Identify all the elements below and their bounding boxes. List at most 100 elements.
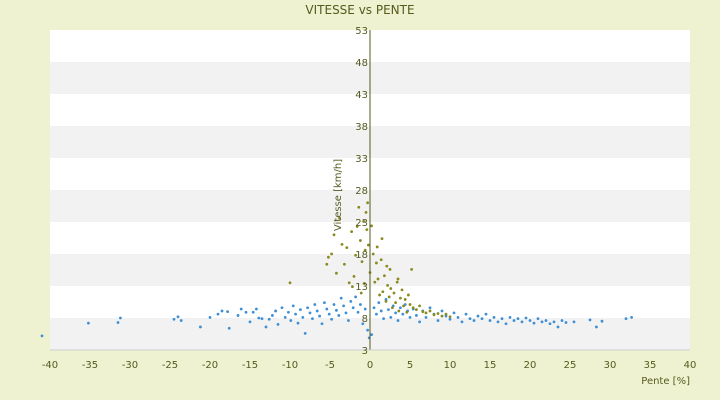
x-tick-label: -10 [282,360,298,371]
series-1-point [345,246,349,250]
x-tick-label: 15 [484,360,497,371]
series-0-point [520,320,524,324]
series-0-point [294,312,297,316]
series-0-point [552,320,556,324]
series-0-point [179,319,183,322]
series-1-point [392,291,396,295]
series-0-point [444,314,448,318]
series-0-point [239,307,243,311]
series-0-point [220,309,224,313]
series-0-point [375,312,378,316]
series-0-point [440,309,444,313]
series-0-point [548,322,552,326]
x-tick-label: -30 [122,360,138,371]
series-1-point [381,290,385,294]
series-1-point [325,262,329,266]
series-0-point [332,303,336,306]
series-0-point [347,319,350,322]
series-1-point [335,271,338,275]
x-tick-label: 0 [367,360,373,371]
series-0-point [540,320,544,324]
y-tick-label: 8 [362,314,368,325]
series-1-point [362,219,365,223]
series-0-point [227,326,231,330]
y-tick-label: 43 [355,90,368,101]
series-0-point [468,317,472,321]
series-1-point [347,281,351,285]
series-0-point [508,315,512,319]
series-1-point [397,309,401,313]
series-1-point [408,303,412,306]
series-0-point [244,310,248,314]
series-1-point [380,237,384,241]
series-1-point [364,211,368,214]
series-0-point [176,315,180,319]
series-0-point [199,325,202,329]
series-1-point [389,287,393,290]
series-1-point [385,264,389,268]
series-1-point [383,274,386,278]
x-tick-label: -35 [82,360,98,371]
series-0-point [528,319,532,322]
series-1-point [405,310,409,314]
series-1-point [338,216,341,220]
series-0-point [372,306,376,310]
series-0-point [318,314,321,318]
series-1-point [436,312,440,315]
series-1-point [387,295,391,299]
x-tick-label: -20 [202,360,218,371]
series-0-point [271,314,274,317]
series-0-point [512,319,516,322]
series-0-point [251,310,255,314]
series-0-point [323,301,326,305]
series-1-point [365,228,369,232]
series-0-point [280,306,284,310]
series-0-point [389,315,393,319]
series-0-point [464,312,468,316]
series-0-point [588,318,592,322]
series-1-point [395,280,399,284]
series-0-point [40,334,44,338]
series-0-point [315,309,319,313]
series-0-point [401,312,405,316]
series-0-point [370,333,373,337]
series-0-point [172,317,176,321]
x-tick-label: -25 [162,360,178,371]
series-0-point [630,315,633,319]
series-0-point [424,315,428,319]
series-1-point [363,282,366,285]
series-1-point [418,304,421,308]
x-tick-label: 10 [444,360,457,371]
y-tick-label: 48 [355,58,368,69]
series-1-point [330,252,333,256]
series-0-point [287,310,290,314]
series-1-point [448,315,452,319]
series-1-point [432,313,436,317]
y-tick-label: 38 [355,122,368,133]
series-0-point [399,306,402,310]
series-0-point [366,328,369,332]
x-tick-label: -5 [325,360,335,371]
series-0-point [448,317,452,321]
series-0-point [354,295,357,299]
series-1-point [421,310,425,313]
series-0-point [216,312,220,316]
series-0-point [476,314,480,318]
series-0-point [226,310,230,313]
series-0-point [359,303,362,306]
series-1-point [371,252,375,256]
series-0-point [306,306,309,310]
series-0-point [379,309,383,313]
series-1-point [403,298,407,301]
series-0-point [472,319,476,322]
series-1-point [400,288,404,292]
series-1-point [378,293,381,297]
series-1-point [343,262,346,266]
y-tick-label: 23 [355,218,368,229]
series-0-point [330,317,333,321]
series-0-point [504,322,508,326]
series-1-point [410,267,413,271]
series-0-point [327,312,331,316]
series-0-point [452,311,456,315]
series-0-point [255,307,258,311]
